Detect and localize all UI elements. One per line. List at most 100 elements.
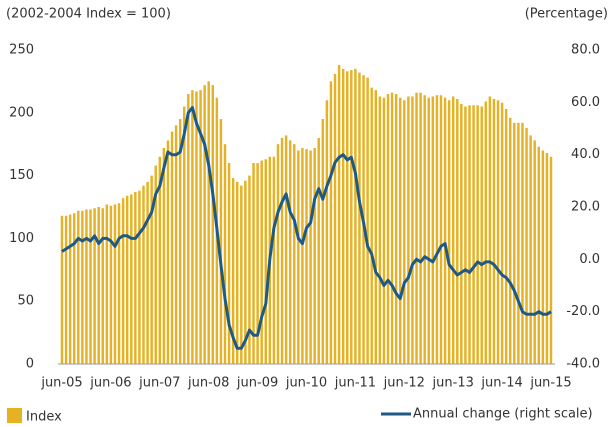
bar — [468, 105, 471, 364]
bar — [545, 152, 549, 364]
y2-axis-label: (Percentage) — [525, 7, 608, 22]
x-tick-label: jun-10 — [285, 376, 327, 391]
bar — [276, 144, 280, 364]
bar — [236, 181, 239, 364]
y-tick-label: 100 — [9, 231, 34, 246]
y2-tick-label: -40.0 — [566, 357, 600, 372]
y2-tick-label: 60.0 — [571, 95, 600, 110]
bar — [427, 97, 430, 364]
bar — [451, 96, 455, 365]
bar — [525, 127, 528, 364]
bar — [174, 125, 178, 364]
bar — [435, 95, 439, 364]
bar — [146, 181, 149, 364]
bar — [223, 144, 227, 364]
bar — [73, 213, 76, 364]
bar — [227, 163, 231, 364]
y-tick-label: 250 — [9, 43, 34, 58]
bar — [150, 175, 153, 364]
bar — [191, 90, 194, 364]
y2-tick-label: -20.0 — [566, 304, 600, 319]
bar — [309, 150, 312, 364]
bar — [403, 100, 406, 365]
bar — [64, 215, 68, 364]
bar — [109, 205, 113, 364]
bar — [183, 106, 186, 365]
x-tick-label: jun-11 — [334, 376, 376, 391]
bar — [231, 178, 235, 364]
bar — [354, 68, 357, 364]
bar — [199, 90, 202, 364]
line — [61, 106, 552, 350]
bar — [272, 156, 276, 364]
bar — [533, 140, 536, 364]
y-tick-label: 50 — [17, 294, 34, 309]
bar — [419, 92, 422, 364]
bar — [394, 93, 398, 365]
bar — [138, 190, 141, 364]
y2-tick-label: 20.0 — [571, 200, 600, 215]
bar — [439, 95, 443, 364]
bar — [178, 119, 182, 364]
bar — [382, 97, 386, 364]
x-tick-label: jun-15 — [529, 376, 571, 391]
bar — [264, 159, 267, 364]
x-tick-label: jun-14 — [480, 376, 522, 391]
x-tick-label: jun-05 — [40, 376, 82, 391]
bar — [280, 137, 284, 364]
bar — [480, 106, 483, 365]
bar — [374, 90, 377, 364]
bar — [496, 100, 500, 365]
y-tick-label: 150 — [9, 168, 34, 183]
bar — [460, 104, 463, 365]
x-tick-label: jun-08 — [187, 376, 229, 391]
bar — [537, 146, 540, 364]
y-tick-label: 0 — [26, 357, 34, 372]
bar — [166, 140, 170, 364]
x-tick-label: jun-12 — [383, 376, 425, 391]
bar — [219, 119, 223, 364]
bar — [390, 92, 394, 364]
bar — [415, 92, 418, 364]
bar — [117, 203, 121, 364]
bar — [284, 135, 288, 364]
bar — [121, 198, 125, 364]
y-axis-label: (2002-2004 Index = 100) — [6, 7, 171, 22]
bar — [386, 93, 390, 365]
bar — [207, 81, 210, 365]
bar — [134, 191, 137, 364]
bar — [248, 175, 251, 364]
legend-swatch — [7, 408, 22, 423]
bar — [77, 210, 80, 364]
bar — [431, 96, 435, 365]
bar — [521, 122, 524, 365]
bar — [105, 204, 109, 364]
bar — [170, 131, 174, 364]
bar — [513, 122, 516, 365]
bar — [325, 100, 329, 365]
y2-tick-label: 80.0 — [571, 43, 600, 58]
bar — [252, 163, 255, 364]
x-tick-label: jun-06 — [89, 376, 131, 391]
bar — [456, 98, 459, 364]
bar — [130, 194, 133, 364]
bar — [260, 160, 263, 364]
bar — [484, 101, 488, 364]
bar — [97, 207, 100, 364]
bar — [492, 98, 496, 364]
bar — [203, 85, 206, 364]
bar — [346, 71, 349, 365]
bar — [517, 122, 520, 365]
y-tick-label: 200 — [9, 105, 34, 120]
bar — [549, 156, 553, 364]
bar — [321, 119, 325, 364]
bar — [211, 85, 214, 364]
bar — [541, 150, 545, 364]
bar — [464, 106, 467, 365]
bar — [378, 96, 382, 365]
x-tick-label: jun-13 — [432, 376, 474, 391]
x-tick-label: jun-09 — [236, 376, 278, 391]
bar — [305, 149, 308, 364]
bar — [329, 81, 333, 365]
bar — [187, 93, 190, 365]
